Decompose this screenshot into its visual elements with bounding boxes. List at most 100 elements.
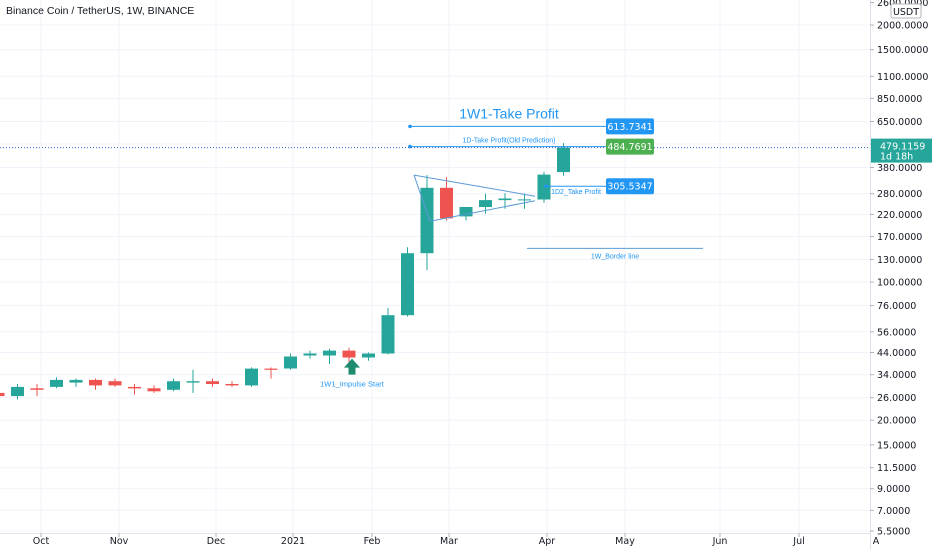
current-price-badge-box — [871, 138, 932, 163]
triangle-pattern[interactable] — [413, 174, 536, 222]
time-axis[interactable]: Oct Nov Dec 2021 Feb Mar Apr May Jun Jul A — [33, 533, 880, 547]
triangle-lower-line — [429, 200, 536, 222]
candle[interactable] — [206, 378, 219, 387]
candle-body — [69, 379, 83, 383]
candle[interactable] — [323, 348, 336, 364]
y-tick-label: 1500.0000 — [877, 45, 928, 56]
y-tick-label: 280.0000 — [877, 189, 922, 200]
impulse-start-marker[interactable]: 1W1_Impulse Start — [320, 358, 385, 389]
badge-1w1-take-profit-text: 613.7341 — [607, 122, 652, 133]
up-arrow-icon — [344, 358, 360, 375]
candle-body — [89, 379, 102, 386]
candle[interactable] — [128, 384, 141, 395]
x-tick-label: Apr — [539, 536, 556, 547]
candle-body — [557, 147, 570, 173]
y-tick-label: 9.0000 — [877, 484, 910, 495]
candle[interactable] — [245, 367, 258, 387]
candle-body — [30, 388, 44, 390]
current-price-text: 479.1159 — [880, 142, 925, 153]
candle[interactable] — [69, 378, 83, 387]
candle[interactable] — [108, 378, 122, 387]
level-dot — [408, 144, 412, 149]
level-label-1d2-take-profit: 1D2_Take Profit — [551, 189, 601, 196]
y-tick-label: 170.0000 — [877, 232, 922, 243]
candle[interactable] — [440, 177, 453, 221]
countdown-text: 1d 18h — [880, 152, 913, 163]
candle[interactable] — [50, 377, 63, 389]
candle-body — [206, 381, 219, 384]
candle[interactable] — [264, 367, 278, 379]
x-tick-label: May — [615, 536, 635, 547]
impulse-start-label: 1W1_Impulse Start — [320, 380, 385, 389]
candle-body — [323, 350, 336, 356]
badge-1d-take-profit: 484.7691 — [606, 138, 654, 155]
candle-body — [186, 381, 200, 383]
triangle-upper-line — [413, 174, 536, 197]
candle-body — [342, 350, 356, 358]
candle-body — [11, 386, 24, 397]
candle[interactable] — [284, 353, 297, 370]
candle[interactable] — [30, 384, 44, 397]
y-tick-label: 44.0000 — [877, 348, 916, 359]
candle-body — [128, 386, 141, 389]
y-tick-label: 11.5000 — [877, 463, 916, 474]
candle-body — [50, 379, 63, 387]
candle-body — [381, 315, 395, 354]
candle[interactable] — [518, 193, 531, 209]
triangle-left-line — [413, 174, 431, 222]
candle[interactable] — [537, 171, 551, 203]
candle[interactable] — [362, 352, 375, 361]
candle-body — [518, 199, 531, 201]
x-tick-label: 2021 — [281, 536, 305, 547]
candles[interactable] — [0, 143, 570, 410]
candle-body — [401, 253, 414, 316]
candle-body — [245, 368, 258, 386]
y-tick-label: 220.0000 — [877, 210, 922, 221]
candle[interactable] — [89, 378, 102, 390]
candle[interactable] — [459, 207, 473, 221]
candle[interactable] — [147, 385, 161, 393]
badge-1d-take-profit-text: 484.7691 — [607, 142, 652, 153]
y-tick-label: 20.0000 — [877, 416, 916, 427]
candle-body — [440, 187, 453, 219]
y-tick-label: 26.0000 — [877, 393, 916, 404]
candle[interactable] — [225, 381, 239, 387]
candle-body — [108, 381, 122, 386]
candle-body — [303, 353, 317, 356]
candle[interactable] — [0, 390, 5, 410]
currency-label-box[interactable]: USDT — [890, 3, 922, 19]
candle[interactable] — [167, 378, 180, 392]
x-tick-label: Oct — [33, 536, 50, 547]
candle[interactable] — [557, 143, 570, 176]
y-tick-label: 130.0000 — [877, 255, 922, 266]
x-tick-label: Jun — [712, 536, 728, 547]
x-tick-label: Feb — [364, 536, 381, 547]
annotations[interactable]: 1W1-Take Profit 1D-Take Profit(Old Predic… — [0, 105, 870, 389]
x-tick-label: Dec — [207, 536, 225, 547]
candle-body — [362, 353, 375, 358]
badge-1d-take-profit-box — [606, 138, 654, 155]
candle[interactable] — [381, 307, 395, 355]
y-tick-label: 2000.0000 — [877, 21, 928, 32]
candle-body — [147, 388, 161, 392]
currency-label: USDT — [893, 7, 919, 18]
candle[interactable] — [11, 384, 24, 400]
level-dot — [544, 184, 548, 188]
candle-body — [537, 174, 551, 200]
y-tick-label: 15.0000 — [877, 440, 916, 451]
level-label-border: 1W_Border line — [591, 253, 639, 260]
chart-title: Binance Coin / TetherUS, 1W, BINANCE — [6, 5, 194, 17]
candle-body — [167, 381, 180, 390]
candle[interactable] — [401, 247, 414, 317]
badge-1w1-take-profit: 613.7341 — [606, 118, 654, 135]
y-tick-label: 1100.0000 — [877, 72, 928, 83]
candle-body — [284, 356, 297, 369]
x-tick-label: A — [873, 536, 880, 547]
level-label-1w1-take-profit: 1W1-Take Profit — [459, 105, 559, 121]
candle[interactable] — [303, 350, 317, 359]
candle[interactable] — [186, 369, 200, 393]
